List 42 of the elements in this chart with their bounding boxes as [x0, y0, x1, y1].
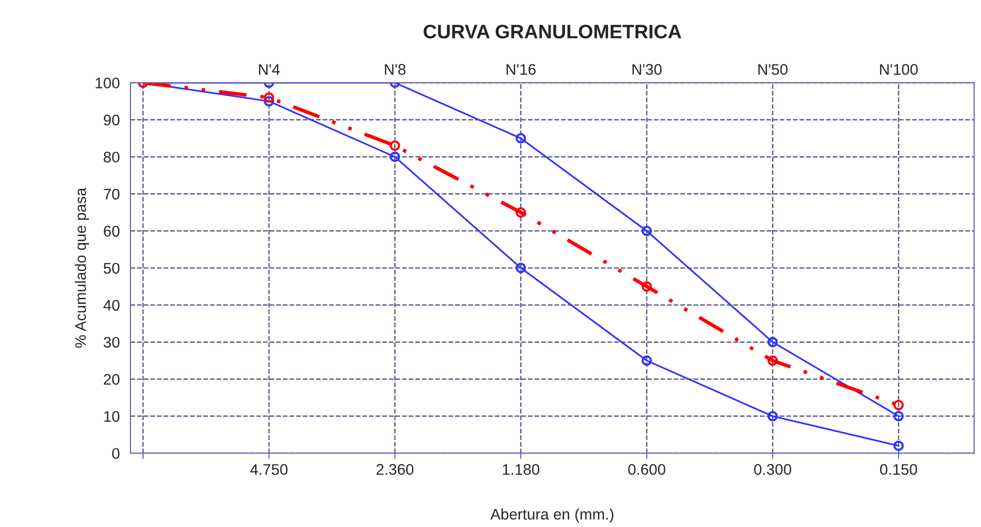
- point: [893, 410, 904, 422]
- text: N'100: [880, 64, 918, 75]
- text: N'50: [758, 64, 788, 75]
- y-tick-label: 10: [104, 411, 120, 422]
- y-tick-label: 20: [104, 374, 120, 385]
- text: N'8: [384, 64, 406, 75]
- y-tick-label: 0: [112, 448, 120, 459]
- point: [642, 355, 652, 366]
- point: [767, 410, 778, 422]
- y-tick-label: 80: [104, 152, 120, 163]
- point: [642, 281, 652, 292]
- y-tick-label: 30: [104, 336, 120, 348]
- x-tick-label: 0.600: [628, 464, 666, 475]
- point: [516, 207, 526, 218]
- text: N'16: [506, 64, 536, 75]
- text: N'4: [259, 64, 280, 75]
- point: [516, 262, 526, 274]
- point: [893, 400, 904, 410]
- point: [264, 92, 274, 103]
- y-tick-label: 90: [104, 114, 120, 126]
- point: [264, 96, 274, 106]
- y-tick-label: 100: [96, 78, 120, 88]
- point: [893, 440, 904, 452]
- x-tick-label: 0.300: [754, 464, 792, 475]
- x-tick-label: 2.360: [376, 464, 414, 475]
- y-tick-label: 50: [104, 262, 120, 274]
- x-tick-label: 1.180: [502, 464, 540, 475]
- x-tick-label: 4.750: [250, 464, 288, 475]
- y-tick-label: 60: [104, 226, 120, 237]
- chart-title: CURVA GRANULOMETRICA: [424, 24, 682, 38]
- point: [767, 355, 778, 366]
- y-axis-title: % Acumulado que pasa: [74, 188, 90, 348]
- y-tick-label: 40: [103, 300, 120, 311]
- point: [642, 226, 652, 236]
- point: [767, 336, 778, 348]
- x-axis-title: Abertura en (mm.): [490, 508, 614, 523]
- y-tick-label: 70: [104, 188, 120, 200]
- point: [390, 140, 400, 151]
- x-tick-label: 0.150: [880, 464, 918, 475]
- text: N'30: [632, 64, 662, 75]
- point: [390, 152, 400, 162]
- point: [516, 133, 526, 144]
